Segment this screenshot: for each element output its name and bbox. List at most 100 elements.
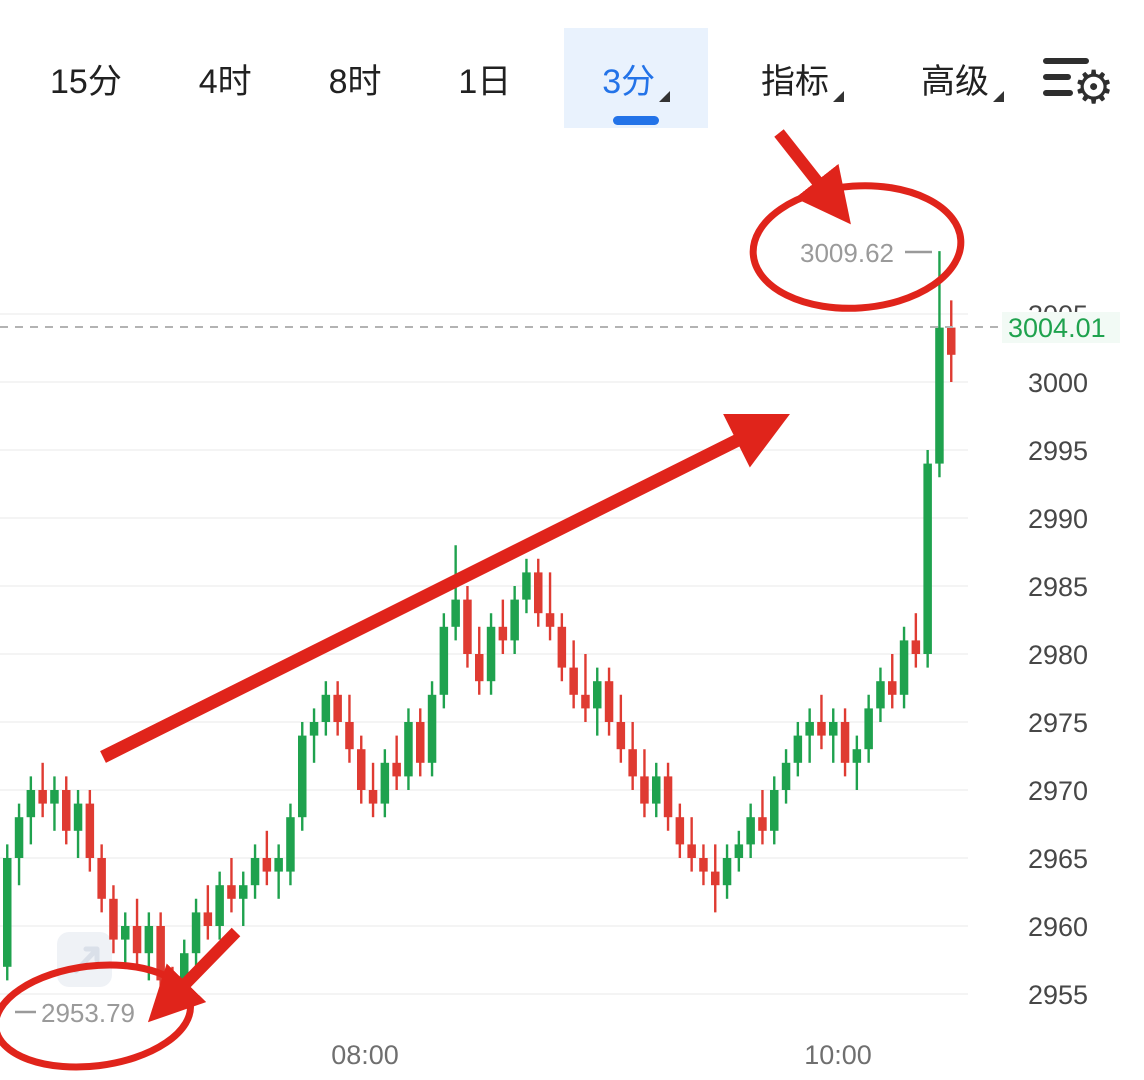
candle [404, 722, 413, 777]
price-tick: 2955 [1028, 980, 1088, 1010]
candle [50, 790, 59, 804]
candle [451, 599, 460, 627]
tab-1d[interactable]: 1日 [434, 28, 535, 128]
candle [711, 871, 720, 886]
candle [675, 817, 685, 845]
candle [427, 694, 437, 763]
svg-text:⚙: ⚙ [1073, 61, 1110, 107]
price-tick: 2995 [1028, 436, 1088, 466]
candle [947, 327, 956, 355]
candle [357, 749, 366, 790]
candle [262, 858, 272, 872]
low-arrow-annotation [147, 927, 241, 1023]
current-price-label: 3004.01 [1002, 312, 1120, 343]
candle [557, 626, 567, 668]
candle [687, 844, 696, 858]
time-axis: 08:00 10:00 [331, 1040, 872, 1070]
time-tick: 10:00 [804, 1040, 872, 1070]
candle [852, 749, 862, 763]
candle [380, 762, 390, 804]
candle [14, 817, 24, 858]
expand-icon[interactable] [57, 932, 112, 987]
candle [321, 694, 331, 722]
candle [805, 722, 814, 736]
candle [911, 640, 921, 654]
svg-text:2953.79: 2953.79 [41, 998, 135, 1028]
candle [333, 694, 342, 722]
high-circle-annotation [749, 182, 965, 312]
candles [3, 251, 956, 1011]
dropdown-caret-icon [659, 91, 671, 102]
candle [392, 762, 401, 777]
candle [888, 681, 897, 695]
tab-label: 4时 [198, 62, 252, 101]
candle [121, 926, 130, 940]
price-tick: 2980 [1028, 640, 1088, 670]
candle [510, 599, 519, 641]
candle [616, 722, 626, 750]
svg-text:3004.01: 3004.01 [1008, 313, 1106, 343]
candle [144, 926, 154, 954]
candle [522, 572, 531, 600]
candle [817, 722, 826, 736]
candle [191, 912, 201, 954]
candle [640, 776, 649, 804]
low-price-annotation: 2953.79 [0, 927, 241, 1071]
candle [581, 694, 590, 709]
tab-15min[interactable]: 15分 [26, 28, 146, 128]
chart-settings-button[interactable]: ⚙ [1040, 28, 1110, 128]
dropdown-caret-icon [992, 91, 1004, 102]
candle [156, 926, 165, 981]
candle [569, 667, 578, 695]
tab-3min[interactable]: 3分 [564, 28, 709, 128]
candle [85, 803, 95, 858]
candle [345, 722, 354, 750]
candle [298, 735, 307, 818]
candle [203, 912, 213, 926]
candle [498, 626, 508, 641]
candle [416, 722, 425, 763]
svg-text:3009.62: 3009.62 [800, 238, 894, 268]
candle [486, 626, 496, 682]
price-tick: 2970 [1028, 776, 1088, 806]
candle [699, 858, 708, 872]
toolbar: 15分 4时 8时 1日 3分 指标 高级 ⚙ [0, 0, 1144, 128]
candle [109, 898, 118, 940]
high-price-annotation: 3009.62 [749, 129, 965, 312]
candle [215, 885, 224, 926]
candle [734, 844, 744, 858]
candle [463, 599, 472, 654]
candle [923, 463, 932, 654]
candle [534, 572, 543, 614]
candle [770, 790, 779, 831]
candle [132, 926, 142, 954]
candle [97, 858, 106, 899]
tab-advanced[interactable]: 高级 [897, 28, 1028, 128]
price-axis: 3005300029952990298529802975297029652960… [1028, 300, 1088, 1010]
candle [652, 776, 661, 804]
tab-indicators[interactable]: 指标 [737, 28, 868, 128]
candle [73, 803, 83, 831]
tab-label: 高级 [920, 62, 989, 101]
candle [3, 858, 12, 967]
candle [62, 790, 71, 831]
dropdown-caret-icon [833, 91, 845, 102]
price-tick: 3000 [1028, 368, 1088, 398]
candle [758, 817, 767, 831]
trend-arrow-annotation [100, 413, 790, 763]
time-tick: 08:00 [331, 1040, 399, 1070]
price-tick: 2985 [1028, 572, 1088, 602]
price-tick: 2990 [1028, 504, 1088, 534]
tab-4h[interactable]: 4时 [175, 28, 276, 128]
chart-settings-icon: ⚙ [1043, 58, 1110, 107]
candle [864, 708, 873, 750]
candle [439, 626, 449, 695]
candle [899, 640, 909, 695]
tab-label: 指标 [761, 62, 830, 101]
candle [274, 858, 283, 872]
gridlines [0, 313, 968, 995]
tab-8h[interactable]: 8时 [305, 28, 406, 128]
tab-label: 8时 [328, 62, 382, 101]
candle [663, 776, 673, 818]
